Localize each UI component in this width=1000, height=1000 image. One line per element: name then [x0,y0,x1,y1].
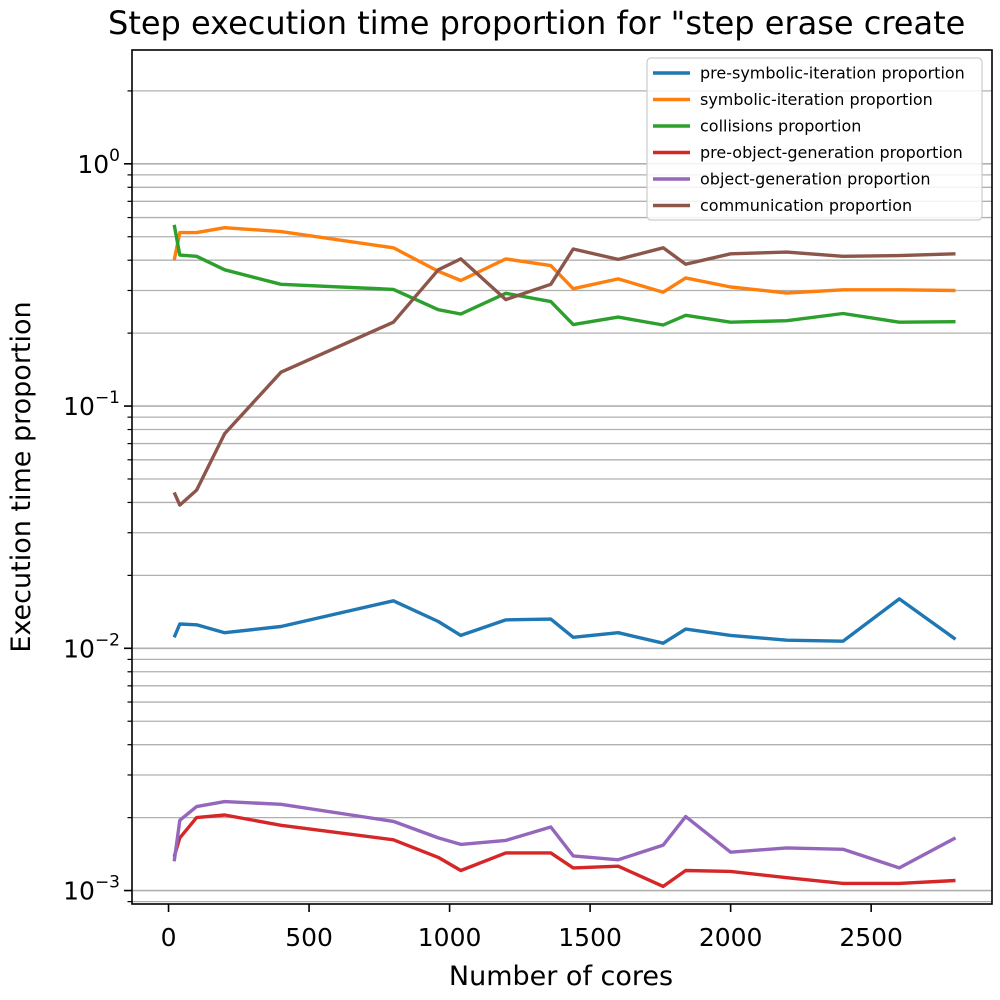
y-tick-label: 10−1 [63,388,120,421]
y-axis-label: Execution time proportion [6,301,37,652]
plot-frame [131,49,993,905]
legend-label: object-generation proportion [700,170,931,189]
x-tick-label: 2000 [699,923,763,952]
x-axis-ticks: 0 500 1000 1500 2000 2500 [161,904,903,952]
series-line [172,813,956,889]
legend-label: symbolic-iteration proportion [700,90,933,109]
legend-box [646,57,983,221]
y-tick-label: 10−2 [63,630,120,663]
series-line [172,799,957,870]
x-tick-label: 0 [161,923,177,952]
y-tick-label: 100 [77,146,120,179]
x-tick-label: 1500 [558,923,622,952]
legend-label: pre-symbolic-iteration proportion [700,64,965,83]
x-tick-label: 1000 [418,923,482,952]
series-line [172,224,956,327]
x-tick-label: 2500 [839,923,903,952]
legend-entries: pre-symbolic-iteration proportion symboli… [653,64,965,215]
legend-label: communication proportion [700,196,912,215]
chart-title: Step execution time proportion for "step… [108,4,965,42]
legend-label: collisions proportion [700,117,861,136]
series-line [172,597,957,645]
series-line [172,246,956,507]
legend-label: pre-object-generation proportion [700,143,963,162]
x-axis-label: Number of cores [449,961,673,992]
series-lines [172,224,957,889]
series-line [172,225,956,295]
legend: pre-symbolic-iteration proportion symboli… [646,57,983,221]
y-tick-label: 10−3 [63,873,120,906]
x-tick-label: 500 [285,923,333,952]
y-axis-ticks: 10−3 10−2 10−1 100 [63,90,132,906]
